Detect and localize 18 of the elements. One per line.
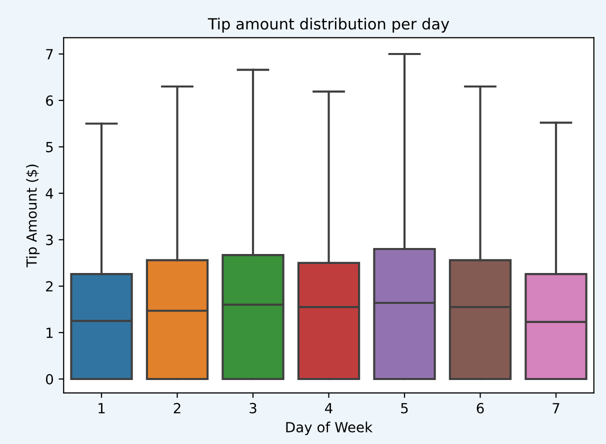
x-tick-label: 2	[174, 402, 180, 414]
x-tick-label: 1	[98, 403, 105, 414]
x-tick-label: 3	[250, 402, 256, 414]
y-tick-label: 5	[46, 142, 53, 152]
y-tick-label: 0	[46, 374, 53, 384]
y-tick-label: 1	[46, 328, 53, 338]
y-tick-label: 7	[46, 49, 53, 60]
y-tick-label: 3	[46, 234, 53, 246]
y-axis-title: Tip Amount ($)	[26, 164, 40, 268]
y-tick-label: 4	[46, 188, 54, 199]
chart-title: Tip amount distribution per day	[208, 18, 450, 33]
x-tick-label: 5	[401, 403, 408, 414]
x-tick-label: 6	[476, 402, 484, 414]
x-tick-label: 4	[325, 403, 332, 414]
x-tick-label: 7	[552, 403, 560, 414]
x-axis-title: Day of Week	[286, 422, 373, 436]
y-tick-label: 2	[46, 281, 53, 292]
y-tick-label: 6	[46, 95, 54, 106]
